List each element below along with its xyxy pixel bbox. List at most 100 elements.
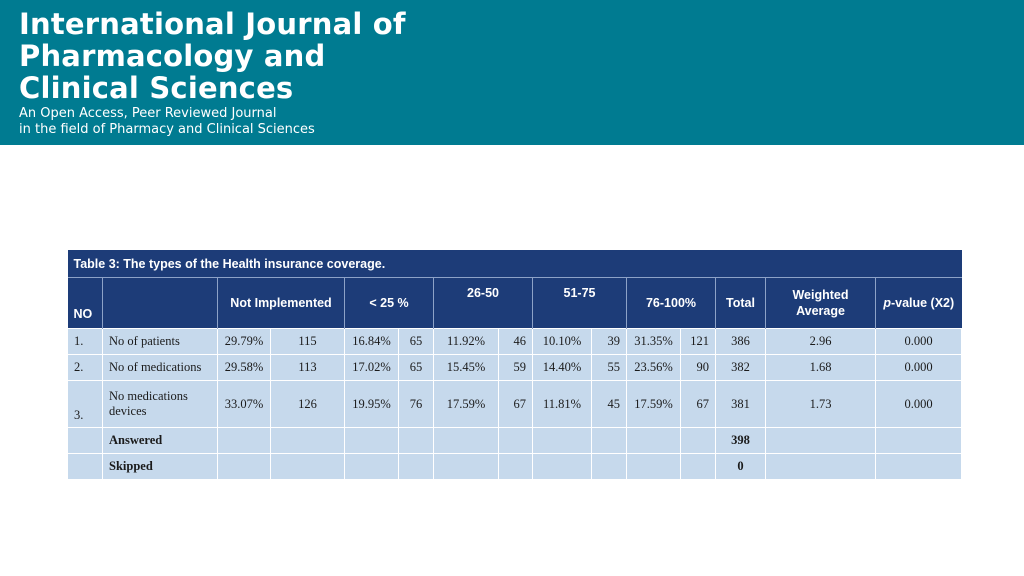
table-caption: Table 3: The types of the Health insuran… (67, 250, 962, 278)
cell-empty (344, 427, 399, 454)
cell-empty (765, 453, 876, 480)
table-row: 1. No of patients 29.79% 115 16.84% 65 1… (67, 328, 962, 355)
cell-lt25-pct: 19.95% (344, 380, 399, 428)
cell-p-value: 0.000 (875, 380, 962, 428)
cell-total: 382 (715, 354, 766, 381)
cell-76-pct: 23.56% (626, 354, 681, 381)
header-weighted-line1: Weighted (792, 288, 849, 302)
cell-empty (433, 427, 499, 454)
cell-weighted-average: 2.96 (765, 328, 876, 355)
cell-76-pct: 31.35% (626, 328, 681, 355)
cell-empty (498, 453, 533, 480)
cell-no: 2. (67, 354, 103, 381)
cell-item: No of medications (102, 354, 218, 381)
cell-item: No of patients (102, 328, 218, 355)
journal-subtitle-line: in the field of Pharmacy and Clinical Sc… (19, 122, 315, 137)
cell-76-n: 67 (680, 380, 716, 428)
cell-empty (875, 453, 962, 480)
cell-empty (680, 453, 716, 480)
table-row: 3. No medications devices 33.07% 126 19.… (67, 380, 962, 428)
cell-empty (626, 453, 681, 480)
cell-ni-pct: 29.58% (217, 354, 271, 381)
cell-empty (498, 427, 533, 454)
cell-51-pct: 11.81% (532, 380, 592, 428)
header-total: Total (715, 277, 766, 329)
skipped-label: Skipped (102, 453, 218, 480)
cell-weighted-average: 1.68 (765, 354, 876, 381)
cell-lt25-pct: 17.02% (344, 354, 399, 381)
cell-51-n: 45 (591, 380, 627, 428)
journal-title-line: International Journal of (19, 7, 406, 41)
cell-item-line2: devices (109, 404, 147, 418)
cell-weighted-average: 1.73 (765, 380, 876, 428)
cell-51-pct: 10.10% (532, 328, 592, 355)
header-lt25: < 25 % (344, 277, 434, 329)
cell-26-pct: 11.92% (433, 328, 499, 355)
cell-lt25-n: 65 (398, 354, 434, 381)
cell-empty (532, 427, 592, 454)
cell-empty (532, 453, 592, 480)
cell-p-value: 0.000 (875, 328, 962, 355)
cell-26-pct: 17.59% (433, 380, 499, 428)
cell-empty (591, 453, 627, 480)
cell-lt25-pct: 16.84% (344, 328, 399, 355)
journal-banner: International Journal of Pharmacology an… (0, 0, 1024, 145)
cell-empty (680, 427, 716, 454)
header-p-value: p-value (X2) (875, 277, 962, 329)
cell-empty (398, 427, 434, 454)
cell-p-value: 0.000 (875, 354, 962, 381)
header-76-100: 76-100% (626, 277, 716, 329)
journal-title-line: Pharmacology and (19, 39, 326, 73)
cell-empty (875, 427, 962, 454)
cell-ni-n: 126 (270, 380, 345, 428)
cell-total: 381 (715, 380, 766, 428)
header-p-rest: -value (X2) (890, 296, 955, 310)
cell-lt25-n: 76 (398, 380, 434, 428)
header-51-75: 51-75 (532, 277, 627, 329)
cell-51-pct: 14.40% (532, 354, 592, 381)
cell-26-n: 46 (498, 328, 533, 355)
cell-empty (217, 453, 271, 480)
cell-empty (433, 453, 499, 480)
cell-empty (765, 427, 876, 454)
header-not-implemented: Not Implemented (217, 277, 345, 329)
cell-76-n: 121 (680, 328, 716, 355)
cell-76-n: 90 (680, 354, 716, 381)
cell-ni-pct: 29.79% (217, 328, 271, 355)
table-row: 2. No of medications 29.58% 113 17.02% 6… (67, 354, 962, 381)
journal-title: International Journal of Pharmacology an… (19, 8, 406, 104)
header-p-italic: p (883, 296, 891, 310)
cell-ni-n: 115 (270, 328, 345, 355)
cell-empty (67, 427, 103, 454)
cell-empty (344, 453, 399, 480)
answered-row: Answered 398 (67, 427, 962, 454)
cell-no: 1. (67, 328, 103, 355)
cell-empty (398, 453, 434, 480)
cell-51-n: 55 (591, 354, 627, 381)
answered-total: 398 (715, 427, 766, 454)
cell-empty (67, 453, 103, 480)
header-no: NO (67, 277, 103, 329)
coverage-table: Table 3: The types of the Health insuran… (67, 250, 962, 480)
answered-label: Answered (102, 427, 218, 454)
cell-item-line1: No medications (109, 389, 188, 403)
header-weighted-line2: Average (796, 304, 845, 318)
cell-26-n: 67 (498, 380, 533, 428)
cell-lt25-n: 65 (398, 328, 434, 355)
cell-item: No medications devices (102, 380, 218, 428)
skipped-total: 0 (715, 453, 766, 480)
cell-ni-n: 113 (270, 354, 345, 381)
header-item (102, 277, 218, 329)
cell-empty (591, 427, 627, 454)
cell-empty (217, 427, 271, 454)
cell-26-n: 59 (498, 354, 533, 381)
cell-empty (270, 453, 345, 480)
cell-51-n: 39 (591, 328, 627, 355)
journal-title-line: Clinical Sciences (19, 71, 294, 105)
skipped-row: Skipped 0 (67, 453, 962, 480)
journal-subtitle: An Open Access, Peer Reviewed Journal in… (19, 106, 315, 138)
cell-empty (626, 427, 681, 454)
cell-empty (270, 427, 345, 454)
cell-76-pct: 17.59% (626, 380, 681, 428)
cell-total: 386 (715, 328, 766, 355)
